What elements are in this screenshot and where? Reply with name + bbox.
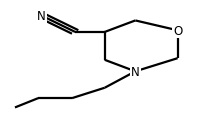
- Text: N: N: [37, 10, 46, 23]
- Text: O: O: [173, 25, 182, 37]
- Text: N: N: [131, 65, 140, 78]
